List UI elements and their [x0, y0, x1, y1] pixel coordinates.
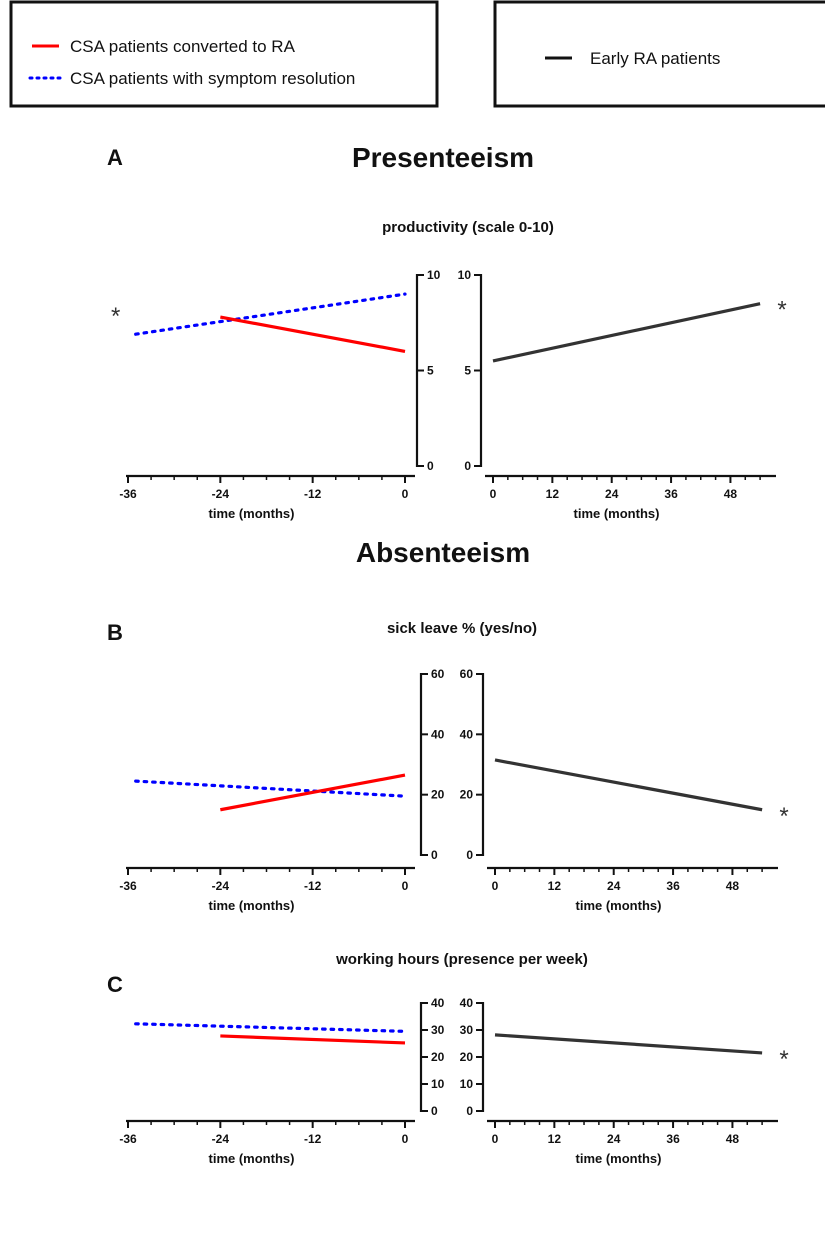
series-line-early-ra-patients — [494, 1033, 763, 1055]
x-axis-title: time (months) — [209, 898, 295, 913]
x-tick-label: -36 — [119, 487, 137, 501]
y-tick-label: 60 — [460, 667, 474, 681]
x-tick-label: 48 — [724, 487, 738, 501]
x-tick-label: -24 — [212, 1132, 230, 1146]
panel-letter: C — [107, 972, 123, 997]
series-line-csa-patients-converted-to-ra — [220, 1034, 406, 1045]
legend-box-early-ra: Early RA patients — [493, 0, 825, 108]
x-tick-label: -24 — [212, 487, 230, 501]
y-tick-label: 30 — [460, 1023, 474, 1037]
y-tick-label: 0 — [466, 848, 473, 862]
x-axis-title: time (months) — [209, 1151, 295, 1166]
left-plot: -36 -24 -12 0 time (months) 0 20 40 60 — [119, 667, 444, 913]
x-tick-label: 0 — [492, 879, 499, 893]
x-axis-title: time (months) — [576, 1151, 662, 1166]
x-tick-label: -36 — [119, 1132, 137, 1146]
panel-letter: B — [107, 620, 123, 645]
x-tick-label: 36 — [664, 487, 678, 501]
heading-absenteeism: Absenteeism — [356, 537, 530, 568]
series-line-early-ra-patients — [492, 302, 761, 363]
y-tick-label: 0 — [464, 459, 471, 473]
y-tick-label: 0 — [466, 1104, 473, 1118]
x-tick-label: 0 — [492, 1132, 499, 1146]
right-plot: 0 12 24 36 48 time (months) 0 5 10 * — [458, 268, 787, 521]
y-tick-label: 0 — [427, 459, 434, 473]
x-tick-label: 36 — [666, 1132, 680, 1146]
x-tick-label: 0 — [402, 487, 409, 501]
x-axis-title: time (months) — [209, 506, 295, 521]
legend-label-csa-ra: CSA patients converted to RA — [70, 37, 296, 56]
y-tick-label: 5 — [427, 364, 434, 378]
y-tick-label: 10 — [460, 1077, 474, 1091]
x-tick-label: -36 — [119, 879, 137, 893]
x-tick-label: -12 — [304, 1132, 322, 1146]
y-tick-label: 10 — [431, 1077, 445, 1091]
right-plot: 0 12 24 36 48 time (months) 0 10 20 30 40 * — [460, 996, 789, 1166]
y-tick-label: 40 — [460, 996, 474, 1010]
y-tick-label: 10 — [427, 268, 441, 282]
x-tick-label: 12 — [546, 487, 560, 501]
y-tick-label: 30 — [431, 1023, 445, 1037]
x-tick-label: 24 — [607, 1132, 621, 1146]
y-tick-label: 5 — [464, 364, 471, 378]
panel-title: sick leave % (yes/no) — [387, 620, 537, 637]
x-tick-label: 12 — [548, 1132, 562, 1146]
y-tick-label: 40 — [431, 727, 445, 741]
x-tick-label: 12 — [548, 879, 562, 893]
panel-title: productivity (scale 0-10) — [382, 219, 554, 236]
significance-star: * — [777, 297, 786, 324]
x-tick-label: 48 — [726, 1132, 740, 1146]
series-line-early-ra-patients — [494, 758, 763, 812]
y-tick-label: 40 — [460, 727, 474, 741]
left-plot: -36 -24 -12 0 time (months) 0 5 10 * — [111, 268, 441, 521]
y-tick-label: 10 — [458, 268, 472, 282]
x-tick-label: -12 — [304, 879, 322, 893]
y-tick-label: 20 — [431, 1050, 445, 1064]
series-line-csa-patients-with-symptom-resolution — [134, 292, 407, 336]
y-tick-label: 20 — [460, 788, 474, 802]
x-tick-label: 0 — [402, 1132, 409, 1146]
series-line-csa-patients-with-symptom-resolution — [134, 779, 407, 798]
y-tick-label: 20 — [431, 788, 445, 802]
legend-box-csa: CSA patients converted to RA CSA patient… — [9, 0, 439, 108]
heading-presenteeism: Presenteeism — [352, 142, 534, 173]
series-line-csa-patients-converted-to-ra — [220, 773, 406, 812]
x-axis-title: time (months) — [576, 898, 662, 913]
x-tick-label: 0 — [402, 879, 409, 893]
significance-star: * — [779, 803, 788, 830]
x-tick-label: 36 — [666, 879, 680, 893]
x-tick-label: -12 — [304, 487, 322, 501]
series-line-csa-patients-converted-to-ra — [220, 315, 406, 353]
y-tick-label: 40 — [431, 996, 445, 1010]
panel-title: working hours (presence per week) — [335, 951, 588, 968]
x-axis-title: time (months) — [574, 506, 660, 521]
panel-letter: A — [107, 145, 123, 170]
x-tick-label: 24 — [605, 487, 619, 501]
y-tick-label: 0 — [431, 1104, 438, 1118]
significance-star: * — [111, 303, 120, 330]
series-line-csa-patients-with-symptom-resolution — [134, 1022, 407, 1033]
x-tick-label: 0 — [490, 487, 497, 501]
legend-label-csa-resolution: CSA patients with symptom resolution — [70, 69, 355, 88]
x-tick-label: 24 — [607, 879, 621, 893]
y-tick-label: 20 — [460, 1050, 474, 1064]
right-plot: 0 12 24 36 48 time (months) 0 20 40 60 * — [460, 667, 789, 913]
significance-star: * — [779, 1046, 788, 1073]
left-plot: -36 -24 -12 0 time (months) 0 10 20 30 40 — [119, 996, 444, 1166]
x-tick-label: 48 — [726, 879, 740, 893]
legend-label-early-ra: Early RA patients — [590, 49, 720, 68]
y-tick-label: 60 — [431, 667, 445, 681]
y-tick-label: 0 — [431, 848, 438, 862]
x-tick-label: -24 — [212, 879, 230, 893]
